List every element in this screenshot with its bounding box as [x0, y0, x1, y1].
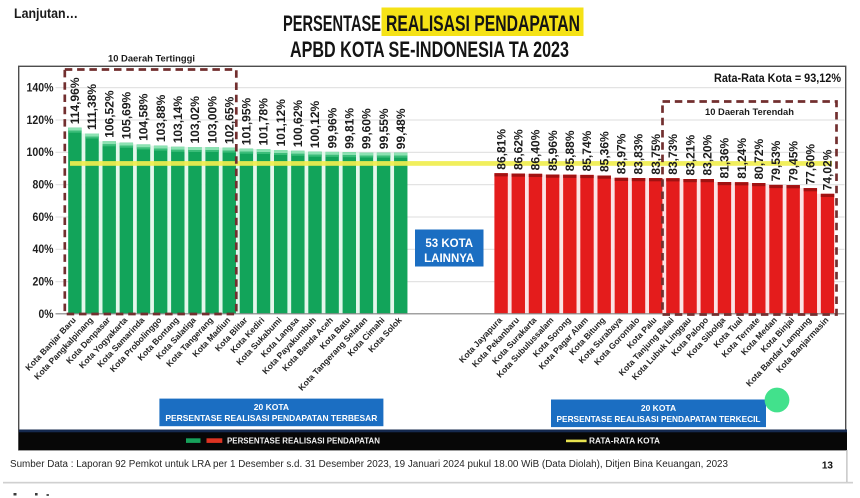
svg-text:LAINNYA: LAINNYA — [424, 253, 474, 265]
svg-text:99,96%: 99,96% — [325, 107, 339, 148]
svg-text:86,40%: 86,40% — [529, 129, 543, 170]
svg-text:Sumber Data : Laporan 92 Pemko: Sumber Data : Laporan 92 Pemkot untuk LR… — [10, 459, 728, 470]
svg-text:40%: 40% — [33, 244, 54, 256]
svg-text:83,21%: 83,21% — [683, 134, 697, 175]
svg-text:81,24%: 81,24% — [735, 138, 749, 179]
svg-text:83,20%: 83,20% — [701, 134, 715, 175]
svg-text:102,65%: 102,65% — [222, 96, 236, 144]
svg-text:APBD KOTA SE-INDONESIA TA 2023: APBD KOTA SE-INDONESIA TA 2023 — [290, 37, 569, 62]
svg-text:85,36%: 85,36% — [597, 131, 611, 172]
svg-text:REALISASI PENDAPATAN: REALISASI PENDAPATAN — [386, 11, 580, 36]
svg-text:111,38%: 111,38% — [85, 84, 99, 130]
svg-text:86,62%: 86,62% — [512, 129, 526, 170]
svg-text:99,48%: 99,48% — [394, 108, 408, 149]
svg-text:81,36%: 81,36% — [718, 137, 732, 178]
svg-text:99,55%: 99,55% — [377, 108, 391, 149]
svg-text:80,72%: 80,72% — [752, 138, 766, 179]
svg-text:53 KOTA: 53 KOTA — [425, 238, 473, 250]
svg-text:104,58%: 104,58% — [137, 93, 151, 141]
svg-text:101,95%: 101,95% — [240, 97, 254, 145]
svg-text:103,88%: 103,88% — [154, 94, 168, 142]
svg-text:74,02%: 74,02% — [821, 149, 835, 190]
svg-text:99,60%: 99,60% — [360, 108, 374, 149]
svg-text:103,14%: 103,14% — [171, 96, 185, 144]
svg-text:103,02%: 103,02% — [188, 96, 202, 144]
svg-text:PERSENTASE: PERSENTASE — [283, 11, 381, 36]
svg-text:PERSENTASE REALISASI PENDAPATA: PERSENTASE REALISASI PENDAPATAN TERKECIL — [557, 414, 761, 424]
svg-text:85,88%: 85,88% — [563, 130, 577, 171]
svg-text:83,75%: 83,75% — [649, 134, 663, 175]
svg-text:120%: 120% — [27, 115, 54, 127]
svg-text:85,74%: 85,74% — [580, 130, 594, 171]
svg-text:101,78%: 101,78% — [257, 98, 271, 146]
svg-text:100,12%: 100,12% — [308, 100, 322, 148]
svg-text:100,62%: 100,62% — [291, 100, 305, 148]
svg-text:86,81%: 86,81% — [494, 129, 508, 170]
svg-text:PERSENTASE REALISASI PENDAPATA: PERSENTASE REALISASI PENDAPATAN TERBESAR — [165, 413, 377, 423]
svg-text:10 Daerah Tertinggi: 10 Daerah Tertinggi — [108, 54, 195, 65]
svg-text:100%: 100% — [27, 147, 54, 159]
svg-text:106,52%: 106,52% — [102, 90, 116, 138]
svg-text:20 KOTA: 20 KOTA — [254, 402, 289, 412]
svg-text:105,69%: 105,69% — [120, 91, 134, 139]
svg-text:83,83%: 83,83% — [632, 133, 646, 174]
svg-text:PERSENTASE REALISASI PENDAPATA: PERSENTASE REALISASI PENDAPATAN — [227, 437, 380, 446]
svg-text:Rata-Rata Kota = 93,12%: Rata-Rata Kota = 93,12% — [714, 73, 841, 85]
svg-text:20 KOTA: 20 KOTA — [641, 403, 676, 413]
svg-text:79,53%: 79,53% — [769, 140, 783, 181]
svg-text:20%: 20% — [33, 277, 54, 289]
svg-text:83,97%: 83,97% — [615, 133, 629, 174]
svg-text:140%: 140% — [27, 83, 54, 95]
svg-text:80%: 80% — [33, 180, 54, 192]
svg-text:103,00%: 103,00% — [205, 96, 219, 144]
svg-text:77,60%: 77,60% — [804, 144, 818, 185]
svg-text:0%: 0% — [39, 309, 54, 321]
svg-text:85,96%: 85,96% — [546, 130, 560, 171]
svg-text:13: 13 — [822, 461, 834, 472]
svg-text:101,12%: 101,12% — [274, 99, 288, 147]
svg-text:114,96%: 114,96% — [68, 77, 82, 124]
svg-text:60%: 60% — [33, 212, 54, 224]
svg-text:RATA-RATA KOTA: RATA-RATA KOTA — [589, 437, 660, 446]
svg-text:10 Daerah Terendah: 10 Daerah Terendah — [705, 107, 794, 118]
svg-text:Lanjutan…: Lanjutan… — [14, 5, 78, 21]
svg-text:83,73%: 83,73% — [666, 134, 680, 175]
svg-text:79,45%: 79,45% — [786, 141, 800, 182]
svg-text:99,81%: 99,81% — [343, 108, 357, 149]
